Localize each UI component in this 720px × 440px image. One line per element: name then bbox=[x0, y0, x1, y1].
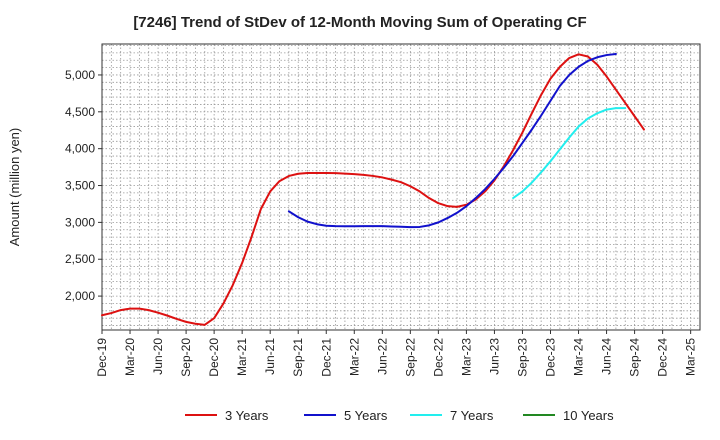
x-tick-label: Mar-20 bbox=[123, 338, 137, 376]
legend-entry: 10 Years bbox=[563, 408, 614, 423]
x-tick-label: Jun-24 bbox=[600, 338, 614, 375]
y-tick-label: 2,500 bbox=[65, 252, 95, 266]
legend-entry: 3 Years bbox=[225, 408, 269, 423]
series-line-3-years bbox=[101, 53, 645, 326]
x-tick-label: Mar-25 bbox=[684, 338, 698, 376]
x-tick-label: Mar-24 bbox=[572, 338, 586, 376]
x-tick-label: Mar-21 bbox=[235, 338, 249, 376]
x-tick-label: Jun-20 bbox=[151, 338, 165, 375]
x-tick-label: Jun-22 bbox=[375, 338, 389, 375]
x-tick-label: Mar-22 bbox=[347, 338, 361, 376]
series-line-5-years bbox=[287, 52, 617, 229]
x-tick-label: Dec-24 bbox=[656, 338, 670, 377]
x-tick-label: Sep-21 bbox=[291, 338, 305, 377]
series-line-7-years bbox=[512, 107, 627, 200]
x-tick-label: Sep-22 bbox=[403, 338, 417, 377]
plot-border bbox=[101, 43, 701, 331]
x-tick-label: Mar-23 bbox=[459, 338, 473, 376]
x-tick-label: Sep-23 bbox=[515, 338, 529, 377]
legend-entry: 7 Years bbox=[450, 408, 494, 423]
x-tick-label: Dec-22 bbox=[431, 338, 445, 377]
y-tick-label: 3,000 bbox=[65, 215, 95, 229]
x-tick-label: Jun-21 bbox=[263, 338, 277, 375]
y-tick-label: 2,000 bbox=[65, 289, 95, 303]
x-tick-label: Dec-19 bbox=[95, 338, 109, 377]
x-tick-label: Sep-24 bbox=[628, 338, 642, 377]
y-axis-label: Amount (million yen) bbox=[7, 128, 22, 247]
legend-entry: 5 Years bbox=[344, 408, 388, 423]
y-tick-label: 5,000 bbox=[65, 68, 95, 82]
y-tick-label: 4,000 bbox=[65, 142, 95, 156]
y-tick-label: 4,500 bbox=[65, 105, 95, 119]
x-tick-label: Dec-20 bbox=[207, 338, 221, 377]
x-tick-label: Dec-21 bbox=[319, 338, 333, 377]
x-tick-label: Dec-23 bbox=[544, 338, 558, 377]
chart-title: [7246] Trend of StDev of 12-Month Moving… bbox=[133, 14, 587, 31]
y-tick-label: 3,500 bbox=[65, 179, 95, 193]
x-tick-label: Sep-20 bbox=[179, 338, 193, 377]
x-tick-label: Jun-23 bbox=[487, 338, 501, 375]
